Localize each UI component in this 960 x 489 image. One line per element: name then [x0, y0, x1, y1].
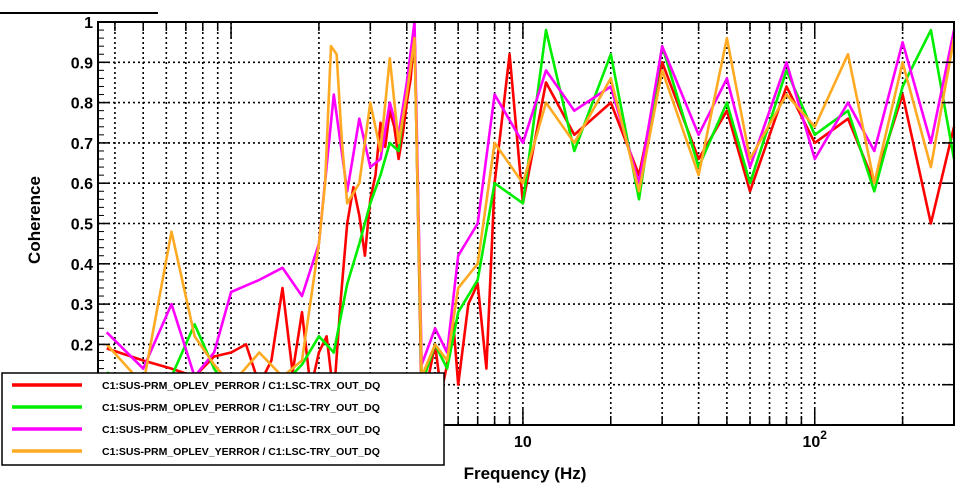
y-tick-label: 1 [84, 15, 93, 32]
series-line-4 [105, 36, 956, 387]
legend-label-4: C1:SUS-PRM_OPLEV_YERROR / C1:LSC-TRY_OUT… [102, 446, 380, 458]
y-tick-label: 0.5 [71, 217, 93, 234]
series-line-3 [105, 20, 956, 378]
series-line-2 [106, 28, 956, 395]
x-tick-label: 10 [514, 434, 532, 451]
x-axis-title: Frequency (Hz) [464, 464, 587, 483]
series-group [105, 20, 956, 407]
axis-ticks [98, 21, 955, 426]
legend-label-1: C1:SUS-PRM_OPLEV_PERROR / C1:LSC-TRX_OUT… [102, 380, 380, 392]
plot-frame [97, 21, 955, 426]
x-tick-label: 102 [803, 428, 828, 451]
y-axis-title: Coherence [25, 176, 44, 264]
y-tick-label: 0.6 [71, 176, 93, 193]
y-tick-label: 0.4 [71, 257, 93, 274]
y-tick-label: 0.2 [71, 337, 93, 354]
series-line-1 [106, 28, 956, 407]
legend: C1:SUS-PRM_OPLEV_PERROR / C1:LSC-TRX_OUT… [1, 372, 445, 466]
legend-label-3: C1:SUS-PRM_OPLEV_YERROR / C1:LSC-TRX_OUT… [102, 424, 380, 436]
grid [98, 21, 955, 425]
y-tick-label: 0.8 [71, 96, 93, 113]
legend-label-2: C1:SUS-PRM_OPLEV_PERROR / C1:LSC-TRY_OUT… [102, 402, 380, 414]
y-tick-label: 0.7 [71, 136, 93, 153]
y-tick-label: 0.3 [71, 297, 93, 314]
y-tick-label: 0.9 [71, 55, 93, 72]
